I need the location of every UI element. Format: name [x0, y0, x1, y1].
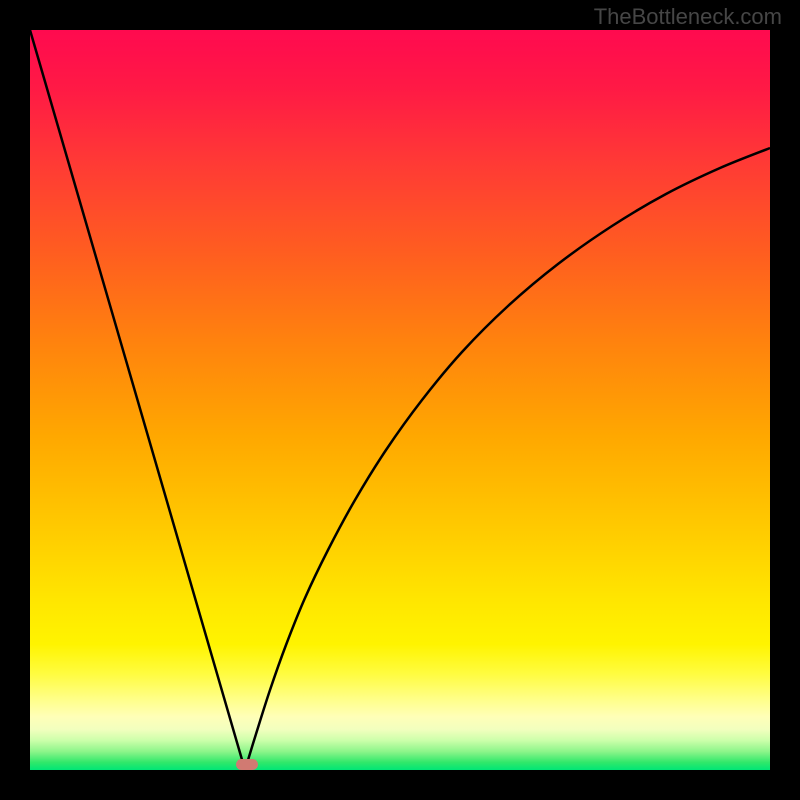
bottleneck-curve: [30, 30, 770, 770]
optimal-point-marker: [236, 759, 258, 770]
chart-frame: TheBottleneck.com: [0, 0, 800, 800]
plot-area: [30, 30, 770, 770]
source-url-label: TheBottleneck.com: [594, 4, 782, 30]
